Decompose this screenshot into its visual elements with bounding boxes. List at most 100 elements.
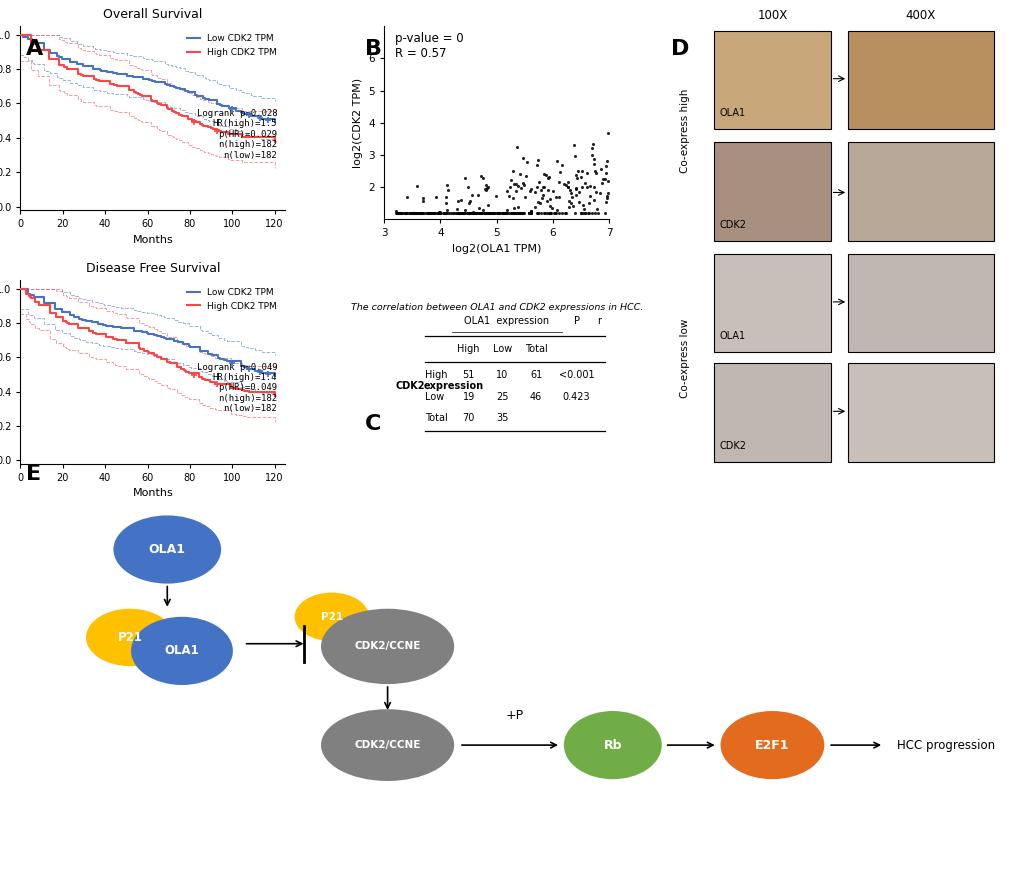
Point: [438, 178, 454, 192]
Point: [455, 206, 472, 220]
Point: [559, 180, 576, 194]
Point: [574, 199, 590, 213]
Point: [460, 206, 476, 220]
Point: [424, 206, 440, 220]
Point: [452, 206, 469, 220]
Point: [518, 155, 534, 169]
Point: [439, 183, 455, 197]
Point: [586, 164, 602, 178]
Text: A: A: [25, 39, 43, 59]
Point: [529, 206, 545, 220]
Point: [453, 206, 470, 220]
Text: E2F1: E2F1: [754, 739, 789, 752]
Bar: [847, 363, 993, 461]
Point: [553, 206, 570, 220]
Point: [562, 187, 579, 201]
Point: [467, 206, 483, 220]
Point: [459, 180, 475, 194]
Point: [557, 206, 574, 220]
Point: [442, 206, 459, 220]
Point: [388, 206, 405, 220]
Point: [476, 206, 492, 220]
Point: [438, 206, 454, 220]
Ellipse shape: [113, 515, 221, 583]
Point: [404, 206, 420, 220]
Point: [396, 206, 413, 220]
Point: [438, 206, 454, 220]
Point: [529, 195, 545, 209]
Point: [404, 206, 420, 220]
Point: [551, 165, 568, 179]
Point: [414, 192, 430, 206]
Bar: [847, 31, 993, 129]
Point: [594, 176, 610, 190]
Point: [523, 206, 539, 220]
Point: [498, 206, 515, 220]
Point: [541, 192, 557, 206]
Point: [390, 206, 407, 220]
Point: [528, 206, 544, 220]
Point: [600, 126, 616, 140]
Point: [469, 188, 485, 202]
Point: [568, 181, 584, 194]
Point: [593, 161, 609, 175]
Point: [560, 201, 577, 215]
Text: +P: +P: [505, 709, 524, 722]
Point: [480, 199, 496, 213]
Point: [413, 206, 429, 220]
Point: [405, 206, 421, 220]
Point: [510, 200, 526, 214]
Point: [479, 206, 495, 220]
Point: [536, 167, 552, 181]
Point: [515, 206, 531, 220]
Point: [449, 194, 466, 208]
Point: [573, 165, 589, 179]
Point: [450, 206, 467, 220]
Text: OLA1: OLA1: [149, 543, 185, 556]
Point: [485, 206, 501, 220]
Ellipse shape: [321, 709, 453, 781]
Point: [411, 206, 427, 220]
Point: [415, 194, 431, 208]
Point: [486, 206, 502, 220]
Point: [538, 167, 554, 181]
Point: [467, 206, 483, 220]
Point: [536, 180, 552, 194]
Point: [387, 206, 404, 220]
Text: B: B: [365, 39, 382, 59]
Point: [494, 206, 511, 220]
Point: [448, 201, 465, 215]
Point: [449, 206, 466, 220]
Point: [462, 206, 478, 220]
Point: [507, 177, 524, 191]
Point: [521, 206, 537, 220]
Point: [505, 206, 522, 220]
Point: [399, 206, 416, 220]
Point: [422, 206, 438, 220]
Point: [568, 182, 584, 196]
Point: [513, 181, 529, 195]
Bar: [847, 142, 993, 241]
Point: [468, 206, 484, 220]
Point: [461, 206, 477, 220]
Point: [420, 206, 436, 220]
Point: [388, 206, 405, 220]
Point: [465, 206, 481, 220]
Point: [574, 180, 590, 194]
Point: [590, 206, 606, 220]
Text: C: C: [365, 414, 381, 434]
Point: [504, 164, 521, 178]
Point: [550, 190, 567, 204]
Point: [580, 206, 596, 220]
Text: Total: Total: [524, 344, 547, 354]
Point: [449, 206, 466, 220]
Point: [421, 206, 437, 220]
Point: [547, 206, 564, 220]
Text: <0.001: <0.001: [558, 371, 594, 380]
Point: [476, 206, 492, 220]
Point: [533, 191, 549, 205]
Point: [508, 140, 525, 154]
Point: [478, 206, 494, 220]
X-axis label: Months: Months: [132, 235, 173, 245]
Text: OLA1  expression: OLA1 expression: [464, 316, 549, 326]
